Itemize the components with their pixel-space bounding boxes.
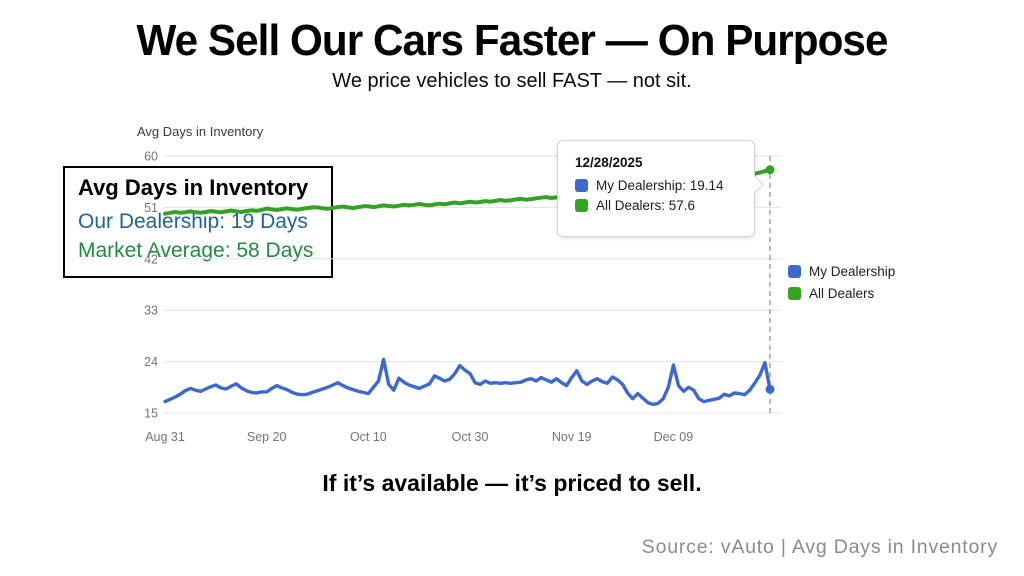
legend-all-dealers-swatch xyxy=(788,287,801,300)
x-tick-label: Nov 19 xyxy=(552,430,592,444)
series-end-dot-my-dealership xyxy=(765,384,775,394)
chart-tooltip: 12/28/2025 My Dealership: 19.14 All Deal… xyxy=(557,140,764,237)
x-tick-label: Oct 30 xyxy=(452,430,489,444)
source-attribution: Source: vAuto | Avg Days in Inventory xyxy=(641,536,998,558)
slide-subtitle: We price vehicles to sell FAST — not sit… xyxy=(332,70,692,92)
tooltip-row-my-dealership: My Dealership: 19.14 xyxy=(575,178,754,193)
legend-item-my-dealership[interactable]: My Dealership xyxy=(788,264,895,279)
x-axis-labels: Aug 31 Sep 20 Oct 10 Oct 30 Nov 19 Dec 09 xyxy=(145,430,693,444)
x-tick-label: Dec 09 xyxy=(654,430,694,444)
x-tick-label: Oct 10 xyxy=(350,430,387,444)
all-dealers-swatch xyxy=(575,199,588,212)
y-tick-label: 24 xyxy=(144,355,158,369)
chart-axis-title: Avg Days in Inventory xyxy=(137,124,264,139)
legend-my-dealership-label: My Dealership xyxy=(809,264,896,279)
x-tick-label: Sep 20 xyxy=(247,430,287,444)
series-end-dot-all-dealers xyxy=(765,165,775,175)
callout-title: Avg Days in Inventory xyxy=(78,175,309,200)
series-line-my-dealership xyxy=(163,357,772,407)
tooltip-date: 12/28/2025 xyxy=(575,155,643,170)
y-tick-label: 60 xyxy=(144,150,158,164)
slide-title: We Sell Our Cars Faster — On Purpose xyxy=(136,16,888,65)
y-tick-label: 15 xyxy=(144,407,158,421)
tooltip-all-dealers-value: All Dealers: 57.6 xyxy=(596,198,696,213)
legend-my-dealership-swatch xyxy=(788,265,801,278)
callout-box: Avg Days in Inventory Our Dealership: 19… xyxy=(63,166,333,278)
chart-legend: My Dealership All Dealers xyxy=(788,264,895,308)
my-dealership-swatch xyxy=(575,179,588,192)
closing-statement: If it’s available — it’s priced to sell. xyxy=(322,470,702,496)
legend-item-all-dealers[interactable]: All Dealers xyxy=(788,286,895,301)
tooltip-row-all-dealers: All Dealers: 57.6 xyxy=(575,198,754,213)
callout-our-dealership: Our Dealership: 19 Days xyxy=(78,210,308,233)
x-tick-label: Aug 31 xyxy=(145,430,185,444)
tooltip-my-dealership-value: My Dealership: 19.14 xyxy=(596,178,724,193)
y-tick-label: 33 xyxy=(144,304,158,318)
legend-all-dealers-label: All Dealers xyxy=(809,286,875,301)
callout-market-average: Market Average: 58 Days xyxy=(78,239,314,262)
